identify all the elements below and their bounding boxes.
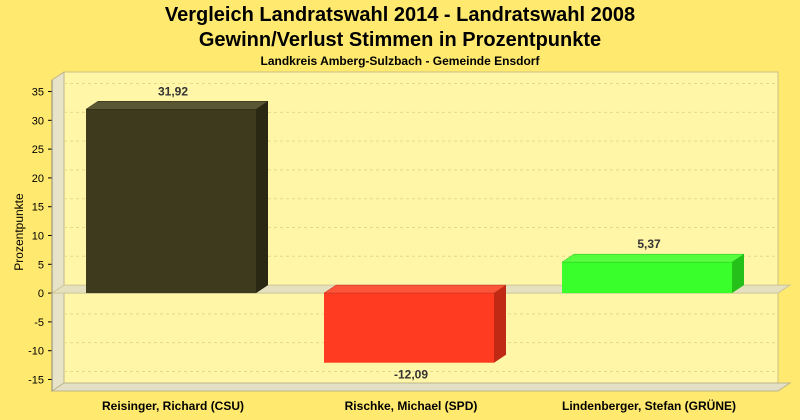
bar	[562, 262, 732, 294]
bar-top-face	[561, 253, 745, 263]
bar-value-label: -12,09	[394, 368, 428, 382]
y-tick-label: 20	[32, 173, 44, 185]
bar-side-face	[256, 101, 268, 294]
chart-title-line2: Gewinn/Verlust Stimmen in Prozentpunkte	[198, 29, 602, 51]
bar	[86, 109, 256, 294]
y-tick-label: -10	[28, 346, 44, 358]
bar-top-face	[323, 284, 507, 294]
y-tick-label: 30	[32, 115, 44, 127]
bar	[324, 293, 494, 363]
chart-title: Vergleich Landratswahl 2014 - Landratswa…	[164, 4, 636, 26]
y-tick-label: -5	[34, 317, 44, 329]
bar-value-label: 5,37	[637, 237, 661, 251]
y-tick-label: 25	[32, 144, 44, 156]
y-tick-label: 15	[32, 202, 44, 214]
y-tick-label: -15	[28, 374, 44, 386]
y-tick-label: 35	[32, 87, 44, 99]
plot-floor	[50, 382, 792, 392]
bar-top-face	[85, 101, 269, 110]
plot-side-wall	[51, 71, 65, 392]
y-tick-label: 10	[32, 231, 44, 243]
x-tick-label: Reisinger, Richard (CSU)	[102, 399, 244, 413]
chart-subtitle: Landkreis Amberg-Sulzbach - Gemeinde Ens…	[260, 54, 540, 68]
bar-side-face	[494, 285, 506, 363]
y-tick-label: 5	[38, 259, 44, 271]
bar-side-face	[732, 254, 744, 294]
x-tick-label: Rischke, Michael (SPD)	[345, 399, 478, 413]
bar-value-label: 31,92	[158, 84, 188, 98]
x-tick-label: Lindenberger, Stefan (GRÜNE)	[562, 398, 736, 413]
y-tick-label: 0	[38, 288, 44, 300]
